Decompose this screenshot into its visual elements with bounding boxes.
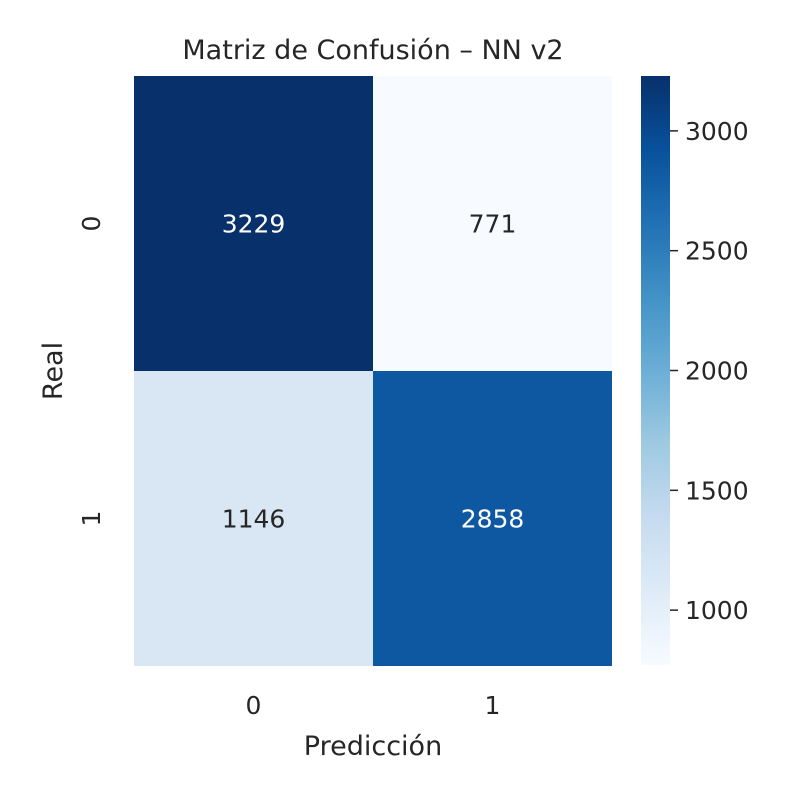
- colorbar: [641, 76, 670, 665]
- colorbar-tick-label-0: 1000: [685, 596, 749, 625]
- cell-value-r0-c1: 771: [469, 210, 517, 239]
- colorbar-tick-label-1: 1500: [685, 476, 749, 505]
- heatmap-cell-r0-c1: [373, 76, 612, 371]
- y-tick-label-1: 1: [77, 511, 106, 527]
- heatmap-cells: 3229 771 1146 2858: [134, 76, 612, 666]
- colorbar-tick-label-4: 3000: [685, 117, 749, 146]
- y-tick-label-0: 0: [77, 216, 106, 232]
- heatmap-cell-r1-c1: [373, 371, 612, 666]
- colorbar-tick-label-2: 2000: [685, 357, 749, 386]
- cell-value-r1-c1: 2858: [461, 505, 525, 534]
- colorbar-tick-label-3: 2500: [685, 237, 749, 266]
- y-tick-labels: 01: [77, 216, 106, 527]
- cell-value-r0-c0: 3229: [222, 210, 286, 239]
- chart-title: Matriz de Confusión – NN v2: [182, 35, 563, 66]
- y-axis-label: Real: [38, 342, 69, 400]
- heatmap-cell-r0-c0: [134, 76, 373, 371]
- x-tick-label-0: 0: [246, 691, 262, 720]
- cell-value-r1-c0: 1146: [222, 505, 286, 534]
- x-tick-label-1: 1: [485, 691, 501, 720]
- colorbar-ticks: 1000 1500 2000 2500 3000: [670, 117, 749, 625]
- x-axis-label: Predicción: [304, 731, 442, 762]
- heatmap-cell-r1-c0: [134, 371, 373, 666]
